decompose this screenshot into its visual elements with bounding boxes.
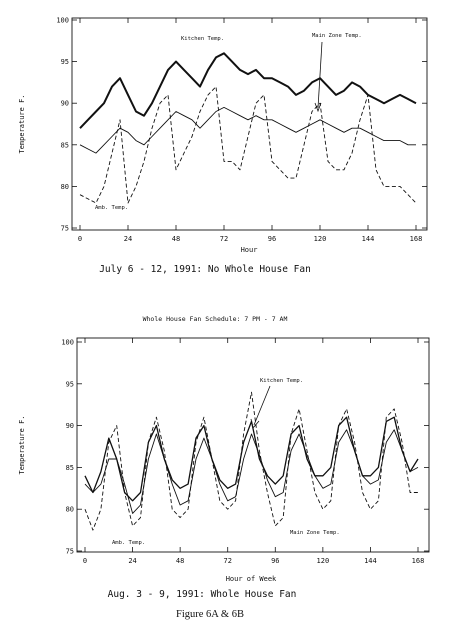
chart-6b: Whole House Fan Schedule: 7 PM - 7 AM Te… (18, 315, 430, 600)
x-tick-label-6a: 48 (172, 235, 180, 243)
chart-header-6b: Whole House Fan Schedule: 7 PM - 7 AM (143, 315, 288, 323)
x-tick-label-6b: 168 (412, 557, 425, 565)
ticks-6a: 0 24 48 72 96 120 144 168 75 80 85 90 95 100 (56, 17, 427, 243)
annotation-kitchen-6a: Kitchen Temp. (181, 36, 224, 42)
y-tick-label-6b: 80 (66, 506, 74, 514)
annotation-ambient-6a: Amb. Temp. (95, 205, 128, 211)
chart-caption-6a: July 6 - 12, 1991: No Whole House Fan (99, 264, 311, 275)
y-tick-label-6a: 80 (61, 183, 69, 191)
x-tick-label-6a: 72 (220, 235, 228, 243)
figure-caption: Figure 6A & 6B (176, 609, 244, 620)
x-axis-label-6b: Hour of Week (226, 575, 277, 583)
y-tick-label-6a: 100 (56, 17, 69, 25)
y-tick-label-6b: 85 (66, 464, 74, 472)
x-tick-label-6a: 24 (124, 235, 132, 243)
x-axis-label-6a: Hour (241, 246, 258, 254)
x-tick-label-6a: 96 (268, 235, 276, 243)
y-tick-label-6a: 85 (61, 141, 69, 149)
series-line-6a-2 (79, 86, 417, 204)
x-tick-label-6b: 96 (271, 557, 279, 565)
annotation-main-zone-6b: Main Zone Temp. (290, 530, 340, 536)
y-tick-label-6b: 100 (61, 339, 74, 347)
chart-6a: Temperature F. Hour July 6 - 12, 1991: N… (18, 17, 428, 275)
x-tick-label-6a: 120 (314, 235, 327, 243)
chart-caption-6b: Aug. 3 - 9, 1991: Whole House Fan (108, 589, 297, 600)
y-tick-label-6a: 95 (61, 58, 69, 66)
x-tick-label-6b: 144 (364, 557, 377, 565)
x-tick-label-6b: 0 (83, 557, 87, 565)
y-tick-label-6a: 75 (61, 225, 69, 233)
annotation-ambient-6b: Amb. Temp. (112, 540, 145, 546)
series-line-6b-1 (84, 429, 419, 514)
x-tick-label-6a: 168 (410, 235, 423, 243)
y-axis-label-6b: Temperature F. (18, 415, 26, 474)
annotation-arrowhead-6a (314, 102, 322, 113)
y-axis-label-6a: Temperature F. (18, 94, 26, 153)
y-tick-label-6b: 75 (66, 548, 74, 556)
x-tick-label-6a: 0 (78, 235, 82, 243)
x-tick-label-6b: 48 (176, 557, 184, 565)
annotation-arrowhead-6b (250, 418, 260, 429)
x-tick-label-6a: 144 (362, 235, 375, 243)
series-line-6b-2 (84, 391, 418, 531)
annotation-arrow-6b (253, 385, 271, 426)
x-tick-label-6b: 72 (223, 557, 231, 565)
annotation-main-zone-6a: Main Zone Temp. (312, 33, 362, 39)
ticks-6b: 0 24 48 72 96 120 144 168 75 80 85 90 95 100 (61, 338, 429, 565)
plot-frame-6a (71, 17, 428, 231)
y-tick-label-6b: 95 (66, 380, 74, 388)
x-tick-label-6b: 120 (317, 557, 330, 565)
series-6b (84, 391, 419, 531)
series-line-6b-0 (84, 416, 419, 502)
annotation-arrow-6a (317, 41, 323, 109)
series-line-6a-1 (79, 106, 416, 154)
y-tick-label-6b: 90 (66, 422, 74, 430)
plot-frame-6b (76, 337, 430, 553)
annotation-kitchen-6b: Kitchen Temp. (260, 378, 303, 384)
series-6a (79, 52, 417, 204)
x-tick-label-6b: 24 (128, 557, 136, 565)
y-tick-label-6a: 90 (61, 100, 69, 108)
series-line-6a-0 (79, 52, 417, 129)
